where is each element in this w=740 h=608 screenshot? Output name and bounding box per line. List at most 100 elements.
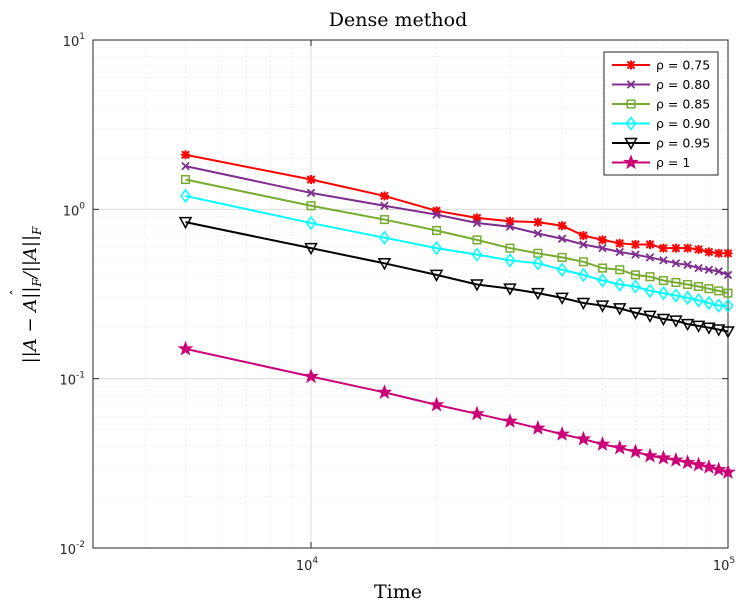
y-axis-label-hat: ˆ xyxy=(9,289,25,296)
x-tick-label: 104 xyxy=(296,556,319,574)
legend-entry: ρ = 1 xyxy=(612,154,690,170)
data-point xyxy=(472,218,482,228)
data-point xyxy=(658,243,668,253)
series-line xyxy=(185,165,729,276)
y-tick-label: 10-1 xyxy=(59,371,85,389)
legend-entry: ρ = 0.80 xyxy=(612,77,710,92)
x-tick-label: 105 xyxy=(713,556,735,574)
legend-entry: ρ = 0.75 xyxy=(612,58,710,73)
legend-label: ρ = 1 xyxy=(656,155,690,170)
data-point xyxy=(631,250,640,259)
data-point xyxy=(645,239,655,249)
legend-label: ρ = 0.85 xyxy=(656,97,710,112)
data-point xyxy=(642,447,658,463)
data-point xyxy=(557,252,567,262)
data-point xyxy=(597,273,608,288)
data-point xyxy=(683,243,693,253)
data-point xyxy=(557,234,567,244)
data-point xyxy=(306,175,316,185)
series-2 xyxy=(181,161,733,280)
data-point xyxy=(714,248,724,258)
data-point xyxy=(720,464,736,479)
data-point xyxy=(690,456,707,472)
data-point xyxy=(694,263,703,273)
svg-text:||A − A||F/||A||F: ||A − A||F/||A||F xyxy=(20,226,44,363)
data-point xyxy=(530,420,546,435)
data-point xyxy=(723,288,733,298)
data-point xyxy=(504,253,516,268)
data-point xyxy=(379,215,390,225)
data-point xyxy=(694,244,704,254)
data-point xyxy=(304,242,318,256)
data-point xyxy=(714,267,723,276)
data-point xyxy=(679,454,696,470)
data-point xyxy=(556,262,568,277)
data-point xyxy=(645,272,655,282)
series-line xyxy=(185,178,729,295)
y-tick-label: 100 xyxy=(63,201,86,219)
plot-frame xyxy=(92,39,729,549)
data-point xyxy=(181,161,190,171)
x-tick-labels: 104 105 xyxy=(296,556,735,574)
data-point xyxy=(670,288,682,303)
data-point xyxy=(691,320,706,333)
series-line xyxy=(185,194,728,307)
data-point xyxy=(702,322,716,335)
legend-label: ρ = 0.75 xyxy=(656,58,710,73)
data-point xyxy=(502,413,518,428)
legend-label: ρ = 0.90 xyxy=(656,116,710,131)
y-tick-labels: 10-2 10-1 100 101 xyxy=(59,32,85,558)
series-3 xyxy=(180,174,733,298)
data-point xyxy=(531,287,545,301)
data-point xyxy=(704,247,714,257)
data-point xyxy=(668,452,684,467)
data-point xyxy=(577,267,589,283)
data-point xyxy=(615,265,625,275)
data-point xyxy=(595,300,610,313)
data-point xyxy=(671,259,681,268)
legend-label: ρ = 0.95 xyxy=(656,136,710,151)
data-point xyxy=(306,188,316,198)
data-point xyxy=(429,269,444,282)
data-point xyxy=(180,188,191,204)
data-point xyxy=(703,295,715,311)
data-point xyxy=(630,239,640,249)
data-point xyxy=(693,293,705,308)
data-point xyxy=(645,253,655,262)
series-4 xyxy=(180,188,734,313)
series-layer xyxy=(177,150,736,479)
legend-marker xyxy=(626,99,636,109)
data-point xyxy=(723,248,733,258)
data-point xyxy=(710,461,727,477)
data-point xyxy=(303,368,319,384)
chart-title: Dense method xyxy=(329,9,467,31)
data-point xyxy=(723,270,733,280)
data-point xyxy=(683,260,692,270)
data-point xyxy=(614,277,626,292)
legend-marker xyxy=(626,60,636,70)
y-axis-label: ||A − A||F/||A||F ˆ xyxy=(9,226,44,363)
series-6 xyxy=(177,340,736,479)
data-point xyxy=(597,263,608,273)
data-point xyxy=(694,281,704,292)
data-point xyxy=(177,340,194,356)
data-point xyxy=(432,210,441,219)
data-point xyxy=(377,258,392,271)
data-point xyxy=(683,279,693,290)
data-point xyxy=(305,215,317,231)
data-point xyxy=(713,298,725,313)
data-point xyxy=(656,313,671,327)
data-point xyxy=(658,275,668,286)
data-point xyxy=(611,439,628,455)
data-point xyxy=(503,283,517,296)
data-point xyxy=(379,191,389,201)
data-point xyxy=(469,405,485,421)
data-point xyxy=(598,243,607,253)
data-point xyxy=(578,257,588,267)
legend-marker xyxy=(623,154,639,170)
data-point xyxy=(630,270,641,280)
data-point xyxy=(612,303,627,316)
data-point xyxy=(471,247,483,262)
data-point xyxy=(579,240,588,249)
series-5 xyxy=(178,216,735,339)
